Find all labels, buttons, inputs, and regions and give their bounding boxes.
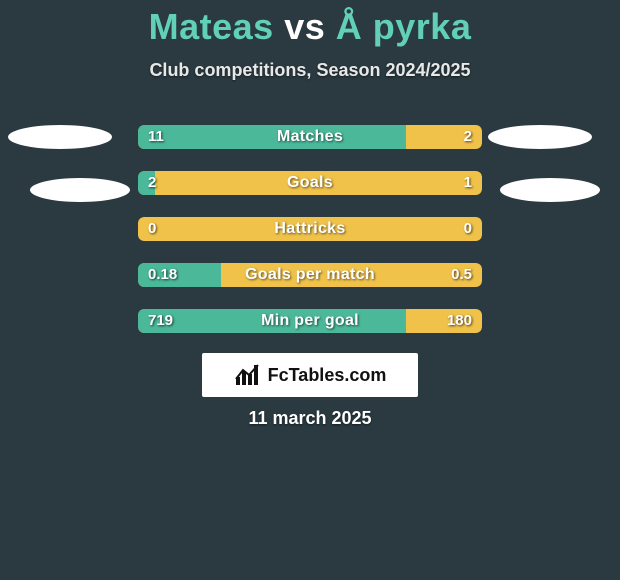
title-vs: vs <box>284 6 325 47</box>
brand-bars-icon <box>234 363 262 387</box>
comparison-card: Mateas vs Å pyrka Club competitions, Sea… <box>0 0 620 580</box>
stat-row: 719180Min per goal <box>138 309 482 333</box>
stat-row: 0.180.5Goals per match <box>138 263 482 287</box>
stat-row: 00Hattricks <box>138 217 482 241</box>
avatar-player1-bottom <box>30 178 130 202</box>
title-player1: Mateas <box>149 6 274 47</box>
avatar-player1-top <box>8 125 112 149</box>
brand-text: FcTables.com <box>268 365 387 386</box>
stat-row: 21Goals <box>138 171 482 195</box>
subtitle: Club competitions, Season 2024/2025 <box>0 60 620 81</box>
brand-box: FcTables.com <box>202 353 418 397</box>
stat-label: Hattricks <box>138 217 482 241</box>
avatar-player2-top <box>488 125 592 149</box>
title: Mateas vs Å pyrka <box>0 0 620 48</box>
stat-label: Goals per match <box>138 263 482 287</box>
stat-label: Matches <box>138 125 482 149</box>
title-player2: Å pyrka <box>336 6 472 47</box>
stat-label: Goals <box>138 171 482 195</box>
stats-bars: 112Matches 21Goals 00Hattricks 0.180.5Goals… <box>138 125 482 355</box>
avatar-player2-bottom <box>500 178 600 202</box>
date-text: 11 march 2025 <box>0 408 620 429</box>
stat-row: 112Matches <box>138 125 482 149</box>
stat-label: Min per goal <box>138 309 482 333</box>
